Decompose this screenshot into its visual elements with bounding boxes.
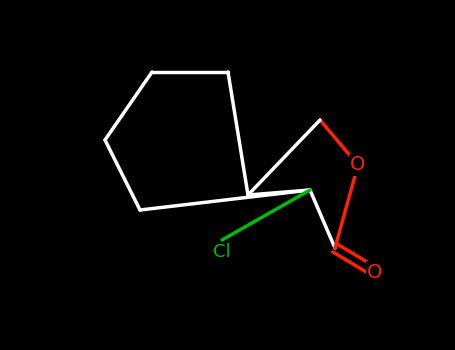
Text: O: O	[350, 155, 366, 175]
Text: Cl: Cl	[213, 243, 231, 261]
Text: O: O	[367, 262, 383, 281]
